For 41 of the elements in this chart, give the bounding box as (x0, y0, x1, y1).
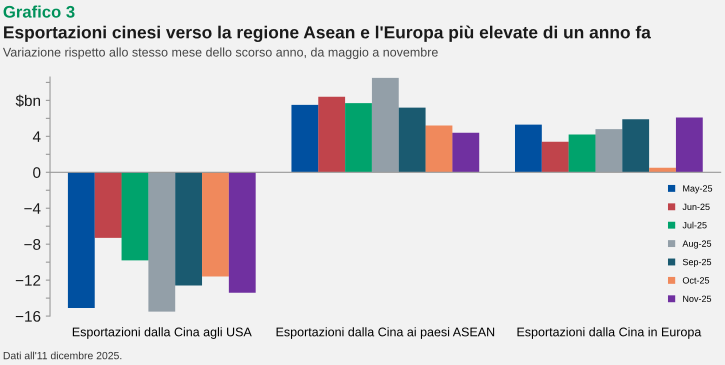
bar (426, 126, 452, 172)
x-tick-label: Esportazioni dalla Cina in Europa (517, 327, 702, 339)
chart-subtitle: Variazione rispetto allo stesso mese dello scorso anno, da maggio a novembre (2, 47, 438, 60)
bar (542, 142, 569, 172)
bar (228, 172, 256, 293)
y-tick-label: −4 (24, 203, 41, 214)
bar (514, 124, 542, 172)
y-tick-label: 4 (32, 131, 41, 142)
y-tick-label: −16 (16, 310, 40, 322)
bar (372, 78, 399, 172)
bar (148, 172, 176, 312)
y-tick-label: $bn (16, 94, 40, 107)
legend-label: Aug-25 (682, 240, 712, 249)
legend-label: Jul-25 (682, 222, 707, 228)
legend-label: Oct-25 (682, 277, 710, 284)
bar (345, 103, 372, 172)
bar (568, 134, 596, 172)
y-tick-label: −12 (16, 275, 40, 286)
x-tick-label: Esportazioni dalla Cina ai paesi ASEAN (276, 327, 494, 339)
bar (452, 132, 480, 172)
bar (676, 117, 703, 172)
y-tick-label: 0 (33, 167, 40, 178)
bar (622, 119, 650, 172)
legend-label: Nov-25 (683, 296, 712, 302)
bar (318, 96, 346, 172)
bar (202, 172, 229, 277)
text: Dati all'11 dicembre 2025. (4, 352, 122, 360)
bar (291, 104, 318, 172)
bar (398, 108, 426, 172)
bar (94, 172, 122, 238)
legend-label: May-25 (683, 185, 712, 194)
bar (122, 172, 148, 260)
legend-label: Sep-25 (682, 258, 712, 267)
chart-title: Esportazioni cinesi verso la regione Asean e l'Europa più elevate di un anno fa (4, 26, 651, 42)
bar (175, 172, 202, 286)
text: Grafico 3 (4, 5, 75, 18)
legend-label: Jun-25 (682, 204, 710, 210)
bar (68, 172, 95, 308)
x-tick-label: Esportazioni dalla Cina agli USA (72, 327, 252, 339)
bar (595, 129, 622, 172)
y-tick-label: −8 (24, 239, 40, 250)
